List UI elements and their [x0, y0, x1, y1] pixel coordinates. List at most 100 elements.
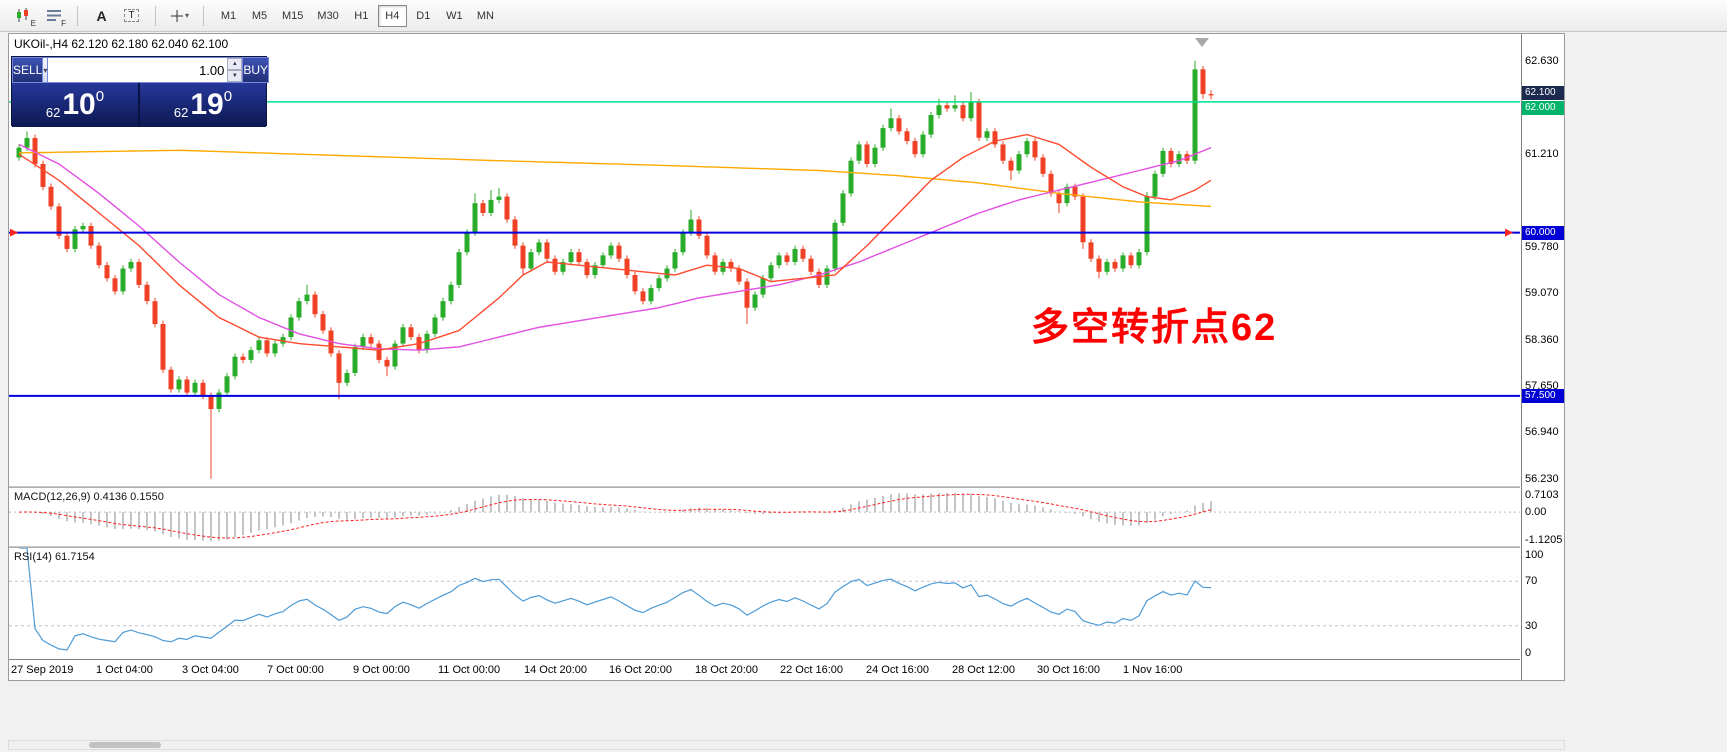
time-axis-label: 14 Oct 20:00 — [524, 664, 587, 676]
buy-price-pips: 19 — [190, 88, 224, 121]
ma-red-fast[interactable] — [18, 133, 1212, 351]
macd-signal-line — [18, 493, 1212, 539]
chevron-down-icon: ▾ — [184, 11, 189, 20]
candlestick-glyph — [16, 8, 28, 22]
trade-controls-row: SELL ▾ ▲ ▼ BUY — [12, 57, 270, 83]
crosshair-glyph — [170, 9, 183, 22]
chart-shift-marker-icon[interactable] — [1195, 38, 1209, 47]
volume-decrease-button[interactable]: ▼ — [227, 70, 243, 82]
hline-right-marker-icon — [1505, 228, 1513, 237]
volume-control: ▲ ▼ — [48, 57, 243, 83]
panel-separator[interactable] — [9, 486, 1520, 488]
timeframe-button-m15[interactable]: M15 — [276, 5, 309, 27]
time-axis-label: 18 Oct 20:00 — [695, 664, 758, 676]
rsi-panel-canvas[interactable] — [9, 548, 1520, 659]
timeframe-button-w1[interactable]: W1 — [440, 5, 469, 27]
grid-glyph — [46, 10, 61, 21]
macd-axis-min-label: -1.1205 — [1525, 534, 1563, 546]
price-badge-60.000: 60.000 — [1522, 226, 1564, 240]
macd-axis-zero-label: 0.00 — [1525, 506, 1547, 518]
volume-dropdown-button[interactable]: ▾ — [43, 57, 49, 83]
toolbar-separator — [203, 5, 204, 26]
volume-input[interactable] — [48, 58, 228, 82]
timeframe-button-m1[interactable]: M1 — [214, 5, 243, 27]
timeframe-button-h4[interactable]: H4 — [377, 4, 407, 27]
time-axis-label: 3 Oct 04:00 — [182, 664, 239, 676]
macd-indicator-label: MACD(12,26,9) 0.4136 0.1550 — [14, 491, 164, 503]
time-axis-label: 30 Oct 16:00 — [1037, 664, 1100, 676]
one-click-trading-panel: SELL ▾ ▲ ▼ BUY 62 10 0 — [11, 56, 270, 127]
text-label-icon[interactable]: A — [88, 4, 115, 28]
price-tick-label: 61.210 — [1525, 148, 1559, 160]
timeframe-button-mn[interactable]: MN — [471, 5, 500, 27]
panel-separator[interactable] — [9, 546, 1520, 548]
sell-price-pips: 10 — [62, 88, 96, 121]
price-badge-57.500: 57.500 — [1522, 389, 1564, 403]
sell-price-display: 62 10 0 — [12, 83, 138, 127]
rsi-indicator-label: RSI(14) 61.7154 — [14, 551, 95, 563]
trade-prices-row: 62 10 0 62 19 0 — [12, 83, 266, 127]
toolbar: E F A T ▾ M1 M5 M15 M30 H1 H4 D1 W1 MN — [0, 0, 1727, 32]
buy-price-int: 62 — [173, 105, 189, 120]
time-axis-label: 16 Oct 20:00 — [609, 664, 672, 676]
symbol-ohlc-header: UKOil-,H4 62.120 62.180 62.040 62.100 — [14, 37, 229, 51]
candlestick-chart-icon[interactable]: E — [10, 4, 37, 28]
chart-plot-area[interactable]: 27 Sep 2019 1 Oct 04:00 3 Oct 04:00 7 Oct 0… — [9, 34, 1520, 680]
time-axis-label: 9 Oct 00:00 — [353, 664, 410, 676]
rsi-axis-label: 0 — [1525, 647, 1532, 659]
time-axis-label: 24 Oct 16:00 — [866, 664, 929, 676]
toolbar-separator — [77, 5, 78, 26]
price-tick-label: 62.630 — [1525, 55, 1559, 67]
hline-left-marker-icon — [10, 228, 18, 237]
buy-price-sup: 0 — [223, 88, 233, 105]
time-axis-label: 27 Sep 2019 — [11, 664, 74, 676]
timeframe-button-h1[interactable]: H1 — [347, 5, 376, 27]
chart-window: 27 Sep 2019 1 Oct 04:00 3 Oct 04:00 7 Oct 0… — [8, 33, 1565, 681]
icon-badge: E — [30, 18, 36, 28]
macd-panel-canvas[interactable] — [9, 488, 1520, 546]
horizontal-scrollbar[interactable] — [8, 740, 1565, 750]
sell-price-sup: 0 — [95, 88, 105, 105]
price-tick-label: 59.070 — [1525, 287, 1559, 299]
crosshair-icon[interactable]: ▾ — [166, 4, 193, 28]
buy-button[interactable]: BUY — [242, 57, 270, 83]
ma-magenta-medium[interactable] — [18, 143, 1212, 351]
price-axis[interactable]: 62.630 61.210 59.780 59.070 58.360 57.650 56.9… — [1521, 34, 1564, 680]
macd-axis-max-label: 0.7103 — [1525, 489, 1559, 501]
volume-spinner: ▲ ▼ — [227, 58, 243, 82]
timeframe-button-d1[interactable]: D1 — [409, 5, 438, 27]
sell-button[interactable]: SELL — [12, 57, 44, 83]
time-axis-label: 7 Oct 00:00 — [267, 664, 324, 676]
time-axis-label: 22 Oct 16:00 — [780, 664, 843, 676]
price-badge-62.100: 62.100 — [1522, 86, 1564, 100]
price-tick-label: 58.360 — [1525, 334, 1559, 346]
timeframe-button-m5[interactable]: M5 — [245, 5, 274, 27]
sell-price-int: 62 — [45, 105, 61, 120]
icon-badge: F — [61, 18, 66, 28]
rsi-axis-label: 30 — [1525, 620, 1538, 632]
chart-text-annotation[interactable]: 多空转折点62 — [1031, 307, 1278, 349]
rsi-line — [19, 548, 1212, 651]
time-axis-label: 28 Oct 12:00 — [952, 664, 1015, 676]
price-divider — [138, 83, 140, 127]
text-box-icon[interactable]: T — [118, 4, 145, 28]
timeframe-group: M1 M5 M15 M30 H1 H4 D1 W1 MN — [214, 4, 500, 27]
rsi-axis-label: 70 — [1525, 575, 1538, 587]
price-chart-canvas[interactable] — [9, 34, 1520, 486]
time-axis[interactable]: 27 Sep 2019 1 Oct 04:00 3 Oct 04:00 7 Oct 0… — [9, 659, 1520, 680]
toolbar-separator — [155, 5, 156, 26]
chevron-down-icon: ▾ — [43, 65, 48, 75]
rsi-axis-label: 100 — [1525, 549, 1544, 561]
price-tick-label: 56.230 — [1525, 473, 1559, 485]
macd-histogram — [26, 492, 1212, 542]
price-tick-label: 59.780 — [1525, 241, 1559, 253]
buy-price-display: 62 19 0 — [140, 83, 266, 127]
time-axis-label: 11 Oct 00:00 — [438, 664, 501, 676]
ma-orange-slow[interactable] — [18, 149, 1212, 208]
timeframe-button-m30[interactable]: M30 — [311, 5, 344, 27]
grid-indicator-icon[interactable]: F — [40, 4, 67, 28]
scrollbar-thumb[interactable] — [89, 742, 161, 748]
price-tick-label: 56.940 — [1525, 426, 1559, 438]
volume-increase-button[interactable]: ▲ — [227, 58, 243, 70]
